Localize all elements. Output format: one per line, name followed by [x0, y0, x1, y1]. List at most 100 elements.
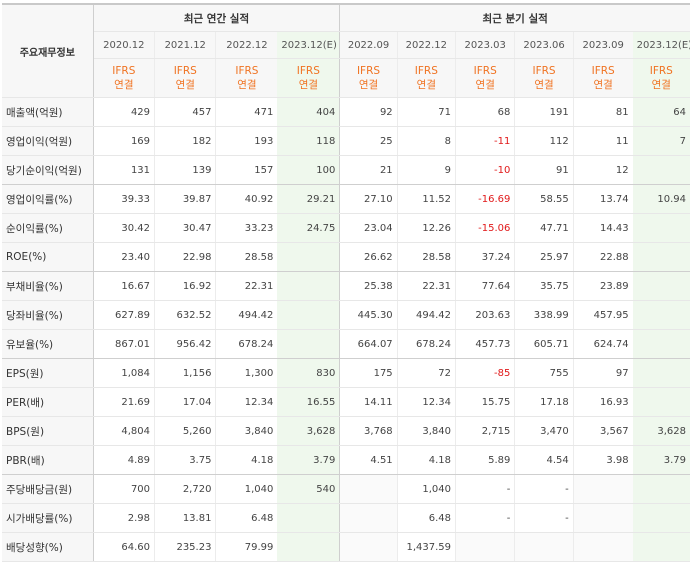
ifrs-standard-text: IFRS [235, 65, 259, 77]
value-cell: 3.79 [277, 445, 341, 475]
value-cell: 4.51 [339, 445, 398, 475]
table-row: 매출액(억원) 429 457 471 404 92 71 68 191 81 64 [2, 97, 690, 127]
row-label: EPS(원) [2, 358, 94, 388]
value-cell [632, 329, 690, 359]
quarter-period-header: 2023.06 [514, 31, 574, 59]
value-cell: 25 [339, 126, 398, 156]
value-cell [572, 474, 633, 504]
table-row: 당기순이익(억원) 131 139 157 100 21 9 -10 91 12 [2, 155, 690, 185]
value-cell: 30.42 [92, 213, 155, 243]
ifrs-standard-text: IFRS [591, 65, 615, 77]
ifrs-standard-text: IFRS [532, 65, 556, 77]
table-row: PBR(배) 4.89 3.75 4.18 3.79 4.51 4.18 5.89 4.54 3.… [2, 445, 690, 475]
consolidated-text: 연결 [114, 79, 134, 91]
table-row: PER(배) 21.69 17.04 12.34 16.55 14.11 12.34 15.7… [2, 387, 690, 417]
value-cell: 58.55 [514, 184, 574, 214]
table-row: 부채비율(%) 16.67 16.92 22.31 25.38 22.31 77.64 35.… [2, 271, 690, 301]
value-cell: 445.30 [339, 300, 398, 330]
financial-data-body: 매출액(억원) 429 457 471 404 92 71 68 191 81 64 영업이익(억원)… [2, 97, 690, 562]
value-cell: 1,040 [396, 474, 456, 504]
value-cell: 605.71 [514, 329, 574, 359]
value-cell: 8 [396, 126, 456, 156]
value-cell: 21.69 [92, 387, 155, 417]
ifrs-standard-text: IFRS [649, 65, 673, 77]
quarter-period-header: 2022.12 [396, 31, 456, 59]
value-cell: 627.89 [92, 300, 155, 330]
value-cell: 12 [572, 155, 633, 185]
value-cell: 1,437.59 [396, 532, 456, 562]
value-cell: - [455, 474, 515, 504]
value-cell: 203.63 [455, 300, 515, 330]
value-cell: -85 [455, 358, 515, 388]
value-cell: 3.98 [572, 445, 633, 475]
value-cell: 12.34 [215, 387, 278, 417]
value-cell: 39.87 [154, 184, 216, 214]
annual-period-header: 2022.12 [215, 31, 278, 59]
value-cell: 17.04 [154, 387, 216, 417]
value-cell: 1,156 [154, 358, 216, 388]
value-cell [632, 213, 690, 243]
value-cell: 30.47 [154, 213, 216, 243]
row-label: 당기순이익(억원) [2, 155, 94, 185]
value-cell: 28.58 [215, 242, 278, 272]
consolidated-text: 연결 [175, 79, 195, 91]
value-cell: 3.75 [154, 445, 216, 475]
value-cell [277, 300, 341, 330]
value-cell: 235.23 [154, 532, 216, 562]
value-cell: 3,768 [339, 416, 398, 446]
value-cell: 33.23 [215, 213, 278, 243]
value-cell: 13.74 [572, 184, 633, 214]
value-cell: -15.06 [455, 213, 515, 243]
table-row: BPS(원) 4,804 5,260 3,840 3,628 3,768 3,840 2,71… [2, 416, 690, 446]
value-cell: 11.52 [396, 184, 456, 214]
value-cell: 21 [339, 155, 398, 185]
value-cell [632, 474, 690, 504]
row-label: 당좌비율(%) [2, 300, 94, 330]
value-cell: 27.10 [339, 184, 398, 214]
value-cell [632, 503, 690, 533]
value-cell: 9 [396, 155, 456, 185]
value-cell: 3,840 [215, 416, 278, 446]
value-cell: 64 [632, 97, 690, 127]
value-cell: - [514, 474, 574, 504]
ifrs-consolidated-label: IFRS 연결 [339, 58, 398, 98]
value-cell: 624.74 [572, 329, 633, 359]
value-cell: 71 [396, 97, 456, 127]
row-label: 부채비율(%) [2, 271, 94, 301]
value-cell: 72 [396, 358, 456, 388]
consolidated-text: 연결 [237, 79, 257, 91]
consolidated-text: 연결 [298, 79, 319, 91]
value-cell: 28.58 [396, 242, 456, 272]
value-cell: 22.31 [396, 271, 456, 301]
value-cell: 4.18 [396, 445, 456, 475]
value-cell: 29.21 [277, 184, 341, 214]
value-cell: 494.42 [396, 300, 456, 330]
value-cell: 97 [572, 358, 633, 388]
value-cell: 540 [277, 474, 341, 504]
value-cell [632, 155, 690, 185]
ifrs-consolidated-label: IFRS 연결 [277, 58, 341, 98]
row-label: PER(배) [2, 387, 94, 417]
annual-results-title: 최근 연간 실적 [93, 3, 341, 32]
consolidated-text: 연결 [534, 79, 554, 91]
table-row: 영업이익(억원) 169 182 193 118 25 8 -11 112 11 7 [2, 126, 690, 156]
table-row: EPS(원) 1,084 1,156 1,300 830 175 72 -85 755 97 [2, 358, 690, 388]
row-label: 유보율(%) [2, 329, 94, 359]
value-cell [277, 271, 341, 301]
value-cell: 182 [154, 126, 216, 156]
value-cell: -16.69 [455, 184, 515, 214]
value-cell: - [455, 503, 515, 533]
value-cell: 3,470 [514, 416, 574, 446]
value-cell: - [514, 503, 574, 533]
value-cell: 24.75 [277, 213, 341, 243]
value-cell: 4.89 [92, 445, 155, 475]
value-cell: 64.60 [92, 532, 155, 562]
row-label: 순이익률(%) [2, 213, 94, 243]
value-cell: 700 [92, 474, 155, 504]
value-cell: 678.24 [215, 329, 278, 359]
value-cell: 404 [277, 97, 341, 127]
value-cell: 3,628 [632, 416, 690, 446]
value-cell: 39.33 [92, 184, 155, 214]
value-cell: 40.92 [215, 184, 278, 214]
value-cell: 956.42 [154, 329, 216, 359]
